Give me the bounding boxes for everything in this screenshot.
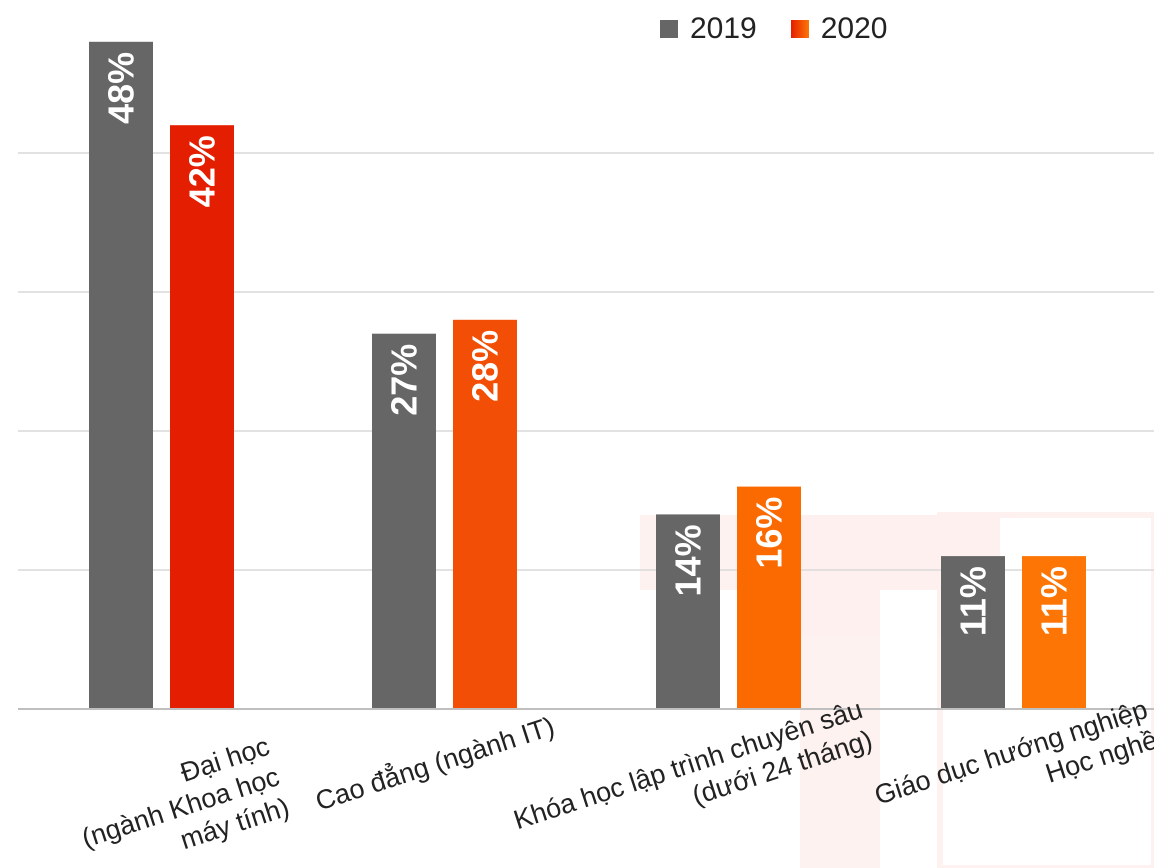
legend: 2019 2020 (660, 12, 888, 46)
x-tick-label-1: Cao đẳng (ngành IT) (311, 709, 558, 816)
legend-label-2019: 2019 (690, 12, 757, 45)
legend-item-2019: 2019 (660, 12, 757, 46)
background-watermark (640, 512, 1154, 868)
legend-swatch-2020 (790, 20, 809, 38)
bar-2019-2 (656, 514, 720, 709)
bar-2020-1 (453, 319, 517, 709)
x-tick-label-line: Cao đẳng (ngành IT) (311, 709, 558, 816)
bar-2019-1 (372, 333, 436, 709)
legend-label-2020: 2020 (820, 12, 888, 45)
bar-2020-0 (170, 125, 234, 709)
data-label-2020-1: 28% (465, 330, 506, 402)
x-tick-label-3: Giáo dục hướng nghiệpHọc nghề (871, 694, 1154, 841)
data-label-2019-3: 11% (953, 566, 994, 636)
legend-item-2020: 2020 (790, 12, 888, 46)
data-label-2019-0: 48% (101, 52, 142, 124)
data-label-2019-1: 27% (384, 344, 425, 416)
data-label-2020-3: 11% (1034, 566, 1075, 636)
bar-2019-3 (941, 556, 1005, 709)
data-label-2020-2: 16% (749, 497, 790, 569)
legend-swatch-2019 (660, 20, 678, 38)
watermark-bar-stem (800, 515, 880, 868)
bar-2019-0 (89, 41, 153, 710)
watermark-frame (937, 512, 1154, 868)
bar-2020-3 (1022, 556, 1086, 709)
series-2019: 48% 27% 14% 11% (89, 41, 1005, 710)
series-2020: 42% 28% 16% 11% (170, 125, 1086, 709)
x-tick-label-0: Đại học(ngành Khoa họcmáy tính) (68, 731, 293, 868)
data-label-2020-0: 42% (182, 135, 223, 207)
data-label-2019-2: 14% (668, 524, 709, 596)
bar-2020-2 (737, 486, 801, 709)
